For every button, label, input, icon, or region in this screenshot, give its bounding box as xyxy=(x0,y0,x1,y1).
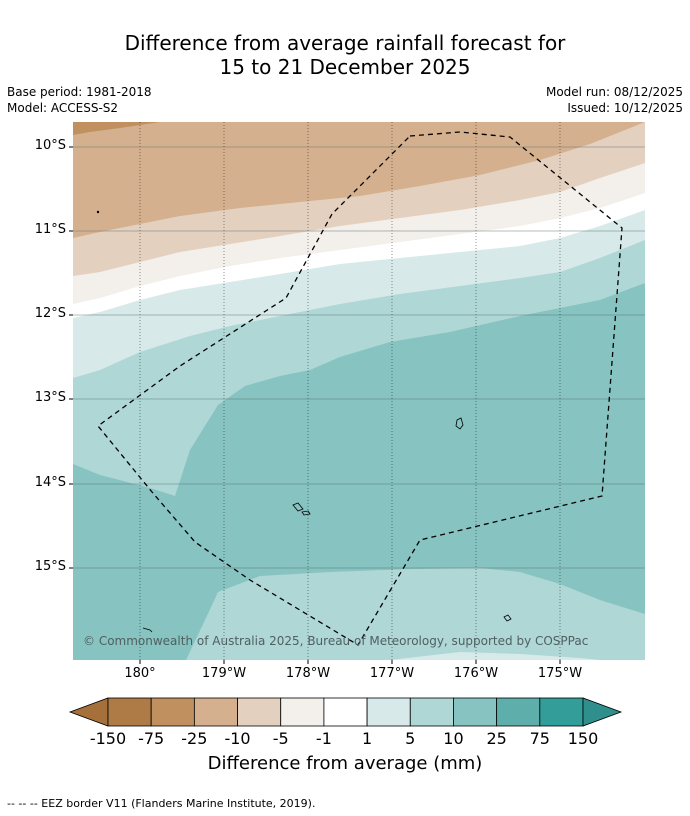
colorbar-box xyxy=(237,697,282,727)
colorbar-title: Difference from average (mm) xyxy=(207,753,483,774)
latitude-lines xyxy=(73,146,645,569)
colorbar-tick-label: 5 xyxy=(405,729,416,748)
issued-date: Issued: 10/12/2025 xyxy=(567,101,683,115)
eez-legend-text: -- -- -- EEZ border V11 (Flanders Marine… xyxy=(7,797,316,810)
colorbar-tick-label: -1 xyxy=(315,729,332,748)
lon-label-175w: 175°W xyxy=(537,666,583,681)
band-minus75-minus25 xyxy=(73,122,160,135)
title-line-1: Difference from average rainfall forecas… xyxy=(124,31,566,55)
colorbar-tick-label: 150 xyxy=(567,729,599,748)
map-area xyxy=(73,122,645,660)
colorbar-tick-label: -25 xyxy=(181,729,208,748)
colorbar-tick-label: -5 xyxy=(272,729,289,748)
map-title: Difference from average rainfall forecas… xyxy=(0,31,690,79)
colorbar-box xyxy=(453,697,498,727)
lon-label-178w: 178°W xyxy=(285,666,331,681)
colorbar-box xyxy=(280,697,325,727)
colorbar-tick-label: 1 xyxy=(361,729,373,748)
eez-border xyxy=(97,131,623,646)
model-name: Model: ACCESS-S2 xyxy=(7,101,119,115)
lat-label-14s: 14°S xyxy=(34,475,66,490)
copyright-text: © Commonwealth of Australia 2025, Bureau… xyxy=(83,634,588,648)
lon-label-180: 180° xyxy=(124,666,156,681)
colorbar-tick-label: 75 xyxy=(529,729,550,748)
colorbar-box xyxy=(496,697,541,727)
title-line-2: 15 to 21 December 2025 xyxy=(219,55,471,79)
colorbar-extend-high xyxy=(582,697,623,727)
lat-label-11s: 11°S xyxy=(34,222,66,237)
colorbar-box xyxy=(107,697,152,727)
band-1-5-south xyxy=(390,652,600,660)
colorbar-box xyxy=(193,697,238,727)
lon-label-179w: 179°W xyxy=(201,666,247,681)
lat-label-12s: 12°S xyxy=(34,306,66,321)
colorbar-tick-label: -150 xyxy=(89,729,127,748)
island-southwest xyxy=(142,627,153,633)
band-5-10-south xyxy=(186,568,645,660)
islet-north xyxy=(96,210,100,214)
model-run: Model run: 08/12/2025 xyxy=(545,85,683,99)
colorbar-box xyxy=(323,697,368,727)
lon-label-177w: 177°W xyxy=(369,666,415,681)
colorbar-box xyxy=(409,697,454,727)
meta-right: Model run: 08/12/2025 Issued: 10/12/2025 xyxy=(546,84,683,116)
lat-label-13s: 13°S xyxy=(34,390,66,405)
colorbar xyxy=(68,697,623,727)
axis-ticks xyxy=(69,146,561,664)
island-west-small xyxy=(301,510,311,516)
colorbar-tick-label: -75 xyxy=(138,729,165,748)
colorbar-tick-label: 10 xyxy=(443,729,464,748)
islands xyxy=(96,210,512,633)
colorbar-box xyxy=(150,697,195,727)
island-east xyxy=(455,417,464,430)
colorbar-box xyxy=(539,697,584,727)
colorbar-box xyxy=(366,697,411,727)
lat-label-10s: 10°S xyxy=(34,138,66,153)
base-period: Base period: 1981-2018 xyxy=(7,85,152,99)
island-south xyxy=(503,614,512,622)
colorbar-tick-label: -10 xyxy=(224,729,251,748)
island-west xyxy=(292,502,304,512)
colorbar-extend-low xyxy=(68,697,109,727)
lon-label-176w: 176°W xyxy=(453,666,499,681)
lat-label-15s: 15°S xyxy=(34,559,66,574)
colorbar-tick-label: 25 xyxy=(486,729,507,748)
band-minus25-minus10 xyxy=(73,122,645,238)
meta-left: Base period: 1981-2018 Model: ACCESS-S2 xyxy=(7,84,152,116)
